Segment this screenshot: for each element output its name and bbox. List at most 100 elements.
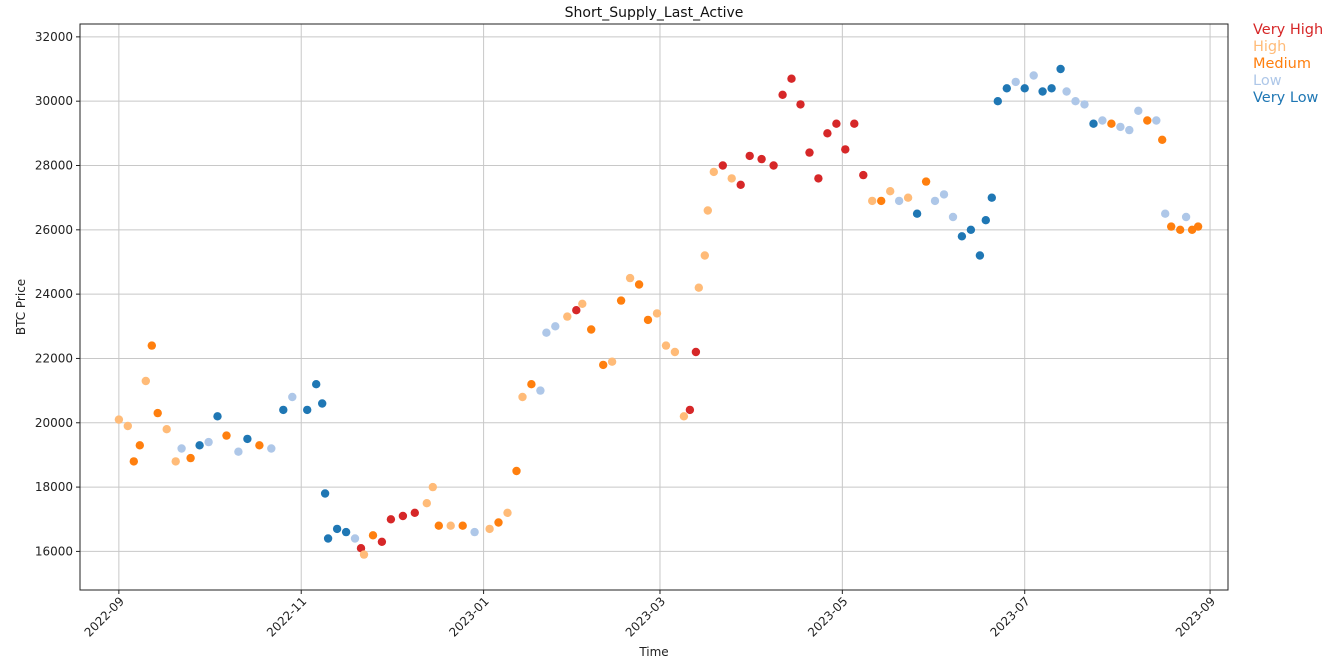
data-point-very-high	[356, 544, 366, 553]
y-tick-label: 30000	[35, 94, 73, 108]
data-point-high	[679, 412, 689, 421]
y-tick-label: 32000	[35, 30, 73, 44]
data-point-high	[422, 499, 431, 508]
data-point-very-low	[975, 251, 985, 260]
data-point-very-low	[912, 209, 922, 218]
data-point-very-high	[718, 161, 727, 170]
data-point-low	[177, 444, 186, 453]
data-point-medium	[255, 441, 264, 450]
grid-lines	[80, 24, 1228, 590]
data-points	[114, 64, 1203, 559]
data-point-medium	[1143, 116, 1152, 125]
data-point-low	[470, 527, 479, 537]
data-point-medium	[1176, 225, 1185, 234]
data-point-high	[518, 392, 527, 402]
y-tick-label: 28000	[35, 159, 73, 173]
y-axis-ticks: 16000 18000 20000 22000 24000 26000 28000 30000…	[35, 30, 80, 558]
data-point-very-low	[993, 97, 1002, 106]
data-point-very-high	[778, 90, 787, 100]
data-point-high	[903, 193, 913, 202]
data-point-high	[123, 421, 132, 431]
data-point-medium	[129, 457, 138, 466]
data-point-medium	[1107, 119, 1116, 128]
data-point-low	[234, 447, 243, 456]
data-point-low	[536, 386, 545, 395]
data-point-low	[1062, 87, 1071, 96]
data-point-medium	[599, 360, 608, 370]
data-point-low	[1011, 77, 1020, 87]
data-point-very-low	[1038, 87, 1047, 96]
x-tick-label: 2023-01	[446, 594, 491, 639]
data-point-high	[694, 283, 703, 292]
data-point-very-low	[981, 216, 990, 225]
data-point-high	[578, 299, 587, 308]
data-point-very-high	[823, 129, 832, 138]
legend-very-low: Very Low	[1253, 90, 1319, 106]
data-point-high	[171, 457, 180, 466]
data-point-very-low	[318, 399, 327, 408]
data-point-medium	[921, 177, 931, 186]
data-point-very-high	[745, 151, 754, 161]
data-point-high	[661, 341, 671, 350]
data-point-low	[1116, 122, 1125, 132]
data-point-low	[1161, 209, 1170, 218]
data-point-low	[551, 322, 560, 331]
y-tick-label: 22000	[35, 351, 73, 365]
data-point-medium	[458, 521, 467, 530]
data-point-medium	[877, 196, 886, 206]
data-point-very-low	[312, 380, 321, 389]
data-point-low	[939, 190, 949, 199]
data-point-low	[948, 212, 958, 222]
x-tick-label: 2022-09	[82, 594, 127, 639]
data-point-very-low	[195, 441, 204, 450]
x-axis-label: Time	[638, 645, 668, 659]
data-point-high	[485, 524, 494, 534]
data-point-high	[162, 425, 171, 434]
data-point-medium	[527, 380, 536, 389]
data-point-very-high	[769, 161, 778, 170]
data-point-high	[428, 482, 437, 492]
data-point-low	[350, 534, 360, 543]
data-point-very-high	[814, 174, 823, 183]
data-point-high	[709, 167, 718, 177]
data-point-very-low	[323, 534, 333, 543]
y-tick-label: 20000	[35, 416, 73, 430]
data-point-low	[267, 444, 276, 453]
data-point-medium	[434, 521, 443, 530]
data-point-very-low	[243, 434, 252, 444]
data-point-very-low	[320, 489, 330, 498]
x-tick-label: 2023-05	[805, 594, 850, 639]
data-point-low	[1080, 100, 1089, 109]
data-point-medium	[616, 296, 626, 305]
data-point-medium	[1158, 135, 1167, 144]
data-point-medium	[587, 325, 596, 334]
data-point-very-high	[850, 119, 859, 128]
x-axis-ticks: 2022-09 2022-11 2023-01 2023-03 2023-05 2023-…	[82, 590, 1218, 640]
data-point-medium	[368, 531, 378, 540]
data-point-high	[503, 508, 512, 517]
data-point-very-low	[987, 193, 996, 202]
y-tick-label: 18000	[35, 480, 73, 494]
legend-very-high: Very High	[1253, 22, 1324, 38]
legend-low: Low	[1253, 73, 1282, 89]
x-tick-label: 2022-11	[264, 594, 309, 639]
legend-high: High	[1253, 39, 1287, 55]
plot-frame	[79, 23, 1229, 591]
data-point-high	[670, 347, 680, 357]
data-point-very-high	[691, 347, 701, 357]
data-point-medium	[147, 341, 156, 350]
data-point-low	[894, 196, 904, 206]
data-point-high	[446, 521, 455, 530]
data-point-medium	[1167, 222, 1176, 231]
data-point-very-high	[736, 180, 745, 189]
data-point-very-high	[859, 170, 868, 180]
data-point-low	[1152, 116, 1161, 125]
data-point-very-high	[787, 74, 796, 83]
data-point-low	[542, 328, 551, 337]
data-point-low	[288, 392, 297, 402]
data-point-low	[1181, 212, 1191, 222]
data-point-very-low	[332, 524, 342, 534]
y-tick-label: 24000	[35, 287, 73, 301]
data-point-very-low	[1056, 64, 1065, 74]
